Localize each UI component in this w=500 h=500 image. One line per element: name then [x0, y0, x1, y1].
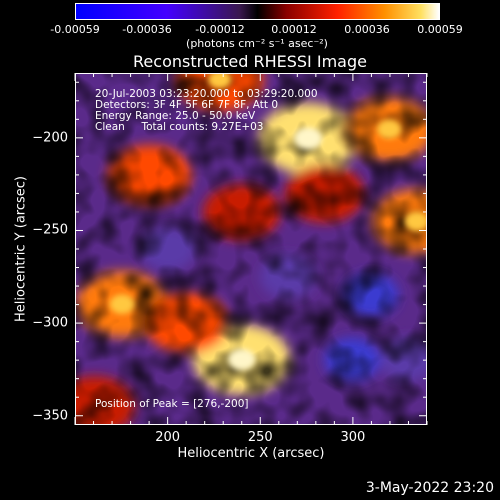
y-tick-label: −250 [32, 222, 68, 238]
colorbar-tick-label: 0.00036 [344, 23, 390, 36]
y-tick-label: −200 [32, 130, 68, 146]
colorbar-tick-label: 0.00012 [271, 23, 317, 36]
chart-title: Reconstructed RHESSI Image [133, 52, 367, 71]
colorbar [75, 3, 440, 20]
x-axis-label: Heliocentric X (arcsec) [177, 446, 325, 461]
heatmap-bright-core [228, 348, 256, 371]
colorbar-tick-label: -0.00012 [195, 23, 245, 36]
plot-area: 20-Jul-2003 03:23:20.000 to 03:29:20.000… [75, 73, 427, 425]
heatmap-bright-core [294, 127, 323, 150]
heatmap-image [76, 74, 426, 424]
y-tick-label: −300 [32, 315, 68, 331]
y-axis-label: Heliocentric Y (arcsec) [13, 176, 29, 322]
annotation-time-range: 20-Jul-2003 03:23:20.000 to 03:29:20.000 [95, 88, 318, 100]
annotation-energy-range: Energy Range: 25.0 - 50.0 keV [95, 110, 256, 122]
x-tick-label: 250 [247, 430, 273, 445]
heatmap-bright-core [109, 294, 135, 315]
annotation-peak-position: Position of Peak = [276,-200] [95, 398, 249, 410]
colorbar-tick-label: -0.00036 [122, 23, 172, 36]
heatmap-hot-layer [109, 74, 426, 371]
colorbar-unit-label: (photons cm⁻² s⁻¹ asec⁻²) [186, 37, 328, 50]
y-tick-label: −350 [32, 408, 68, 424]
x-tick-label: 300 [340, 430, 366, 445]
render-timestamp: 3-May-2022 23:20 [365, 480, 494, 496]
colorbar-tick-label: -0.00059 [50, 23, 100, 36]
colorbar-tick-label: 0.00059 [417, 23, 463, 36]
heatmap-bright-core [208, 74, 232, 89]
annotation-detectors: Detectors: 3F 4F 5F 6F 7F 8F, Att 0 [95, 99, 279, 111]
x-tick-label: 200 [155, 430, 181, 445]
heatmap-bright-core [377, 119, 402, 139]
annotation-total-counts: Clean Total counts: 9.27E+03 [95, 121, 264, 133]
heatmap-bright-core [404, 211, 426, 231]
